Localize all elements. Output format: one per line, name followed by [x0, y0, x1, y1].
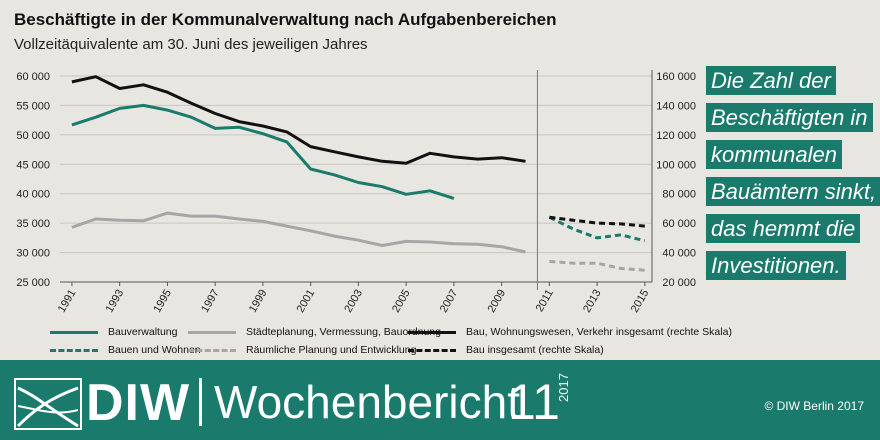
series-line [549, 259, 645, 272]
series-line [71, 103, 455, 200]
issue-number: 11 [508, 374, 560, 430]
callout-line: kommunalen [706, 140, 842, 169]
callout-line: Beschäftigten in [706, 103, 873, 132]
y-tick-left: 35 000 [16, 218, 50, 230]
y-tick-left: 40 000 [16, 189, 50, 201]
y-tick-right: 140 000 [656, 100, 696, 112]
series-line [71, 75, 526, 165]
footer-banner: DIW Wochenbericht 11 2017 © DIW Berlin 2… [0, 360, 880, 440]
y-tick-left: 55 000 [16, 100, 50, 112]
x-tick-label: 2007 [438, 288, 461, 315]
x-tick-label: 2005 [390, 288, 413, 315]
y-tick-right: 20 000 [662, 277, 696, 289]
y-tick-left: 45 000 [16, 159, 50, 171]
series-line [71, 211, 526, 254]
y-tick-right: 80 000 [662, 189, 696, 201]
brand-divider [199, 378, 202, 426]
x-tick-label: 2003 [342, 288, 365, 315]
copyright-text: © DIW Berlin 2017 [764, 399, 864, 413]
legend-item: Städteplanung, Vermessung, Bauordnung [188, 326, 441, 338]
series-line [548, 215, 646, 243]
y-tick-right: 60 000 [662, 218, 696, 230]
series-line [549, 215, 645, 228]
x-tick-label: 2011 [534, 288, 556, 314]
line-chart: 60 000 55 000 50 000 45 000 40 000 35 000 30 0… [16, 70, 696, 315]
legend-item: Bau, Wohnungswesen, Verkehr insgesamt (r… [408, 326, 732, 338]
callout-line: das hemmt die [706, 214, 861, 243]
x-tick-label: 1997 [199, 288, 222, 315]
y-tick-right: 120 000 [656, 130, 696, 142]
legend-item: Bau insgesamt (rechte Skala) [408, 344, 604, 356]
chart-title: Beschäftigte in der Kommunalverwaltung n… [14, 10, 557, 29]
y-tick-right: 100 000 [656, 159, 696, 171]
x-tick-label: 1995 [151, 288, 174, 315]
y-tick-left: 50 000 [16, 130, 50, 142]
callout-line: Die Zahl der [706, 66, 836, 95]
y-tick-left: 60 000 [16, 71, 50, 83]
x-tick-label: 1999 [247, 288, 270, 315]
legend-item: Räumliche Planung und Entwicklung [188, 344, 416, 356]
y-tick-right: 160 000 [656, 71, 696, 83]
issue-year: 2017 [556, 373, 571, 402]
x-tick-label: 2009 [486, 288, 509, 315]
x-tick-label: 2001 [295, 288, 318, 315]
y-tick-left: 30 000 [16, 248, 50, 260]
legend-item: Bauverwaltung [50, 326, 177, 338]
publication-name: Wochenbericht [214, 376, 520, 428]
x-tick-label: 1991 [56, 288, 79, 315]
x-tick-label: 2013 [581, 288, 604, 315]
legend-item: Bauen und Wohnen [50, 344, 201, 356]
y-tick-left: 25 000 [16, 277, 50, 289]
diw-logo-icon [14, 378, 82, 430]
callout-line: Bauämtern sinkt, [706, 177, 880, 206]
x-tick-label: 1993 [104, 288, 127, 315]
x-tick-label: 2015 [629, 288, 652, 315]
callout-line: Investitionen. [706, 251, 846, 280]
y-tick-right: 40 000 [662, 248, 696, 260]
chart-subtitle: Vollzeitäquivalente am 30. Juni des jewe… [14, 36, 368, 53]
callout-box: Die Zahl der Beschäftigten in kommunalen… [706, 66, 880, 288]
brand-name: DIW [86, 374, 191, 432]
